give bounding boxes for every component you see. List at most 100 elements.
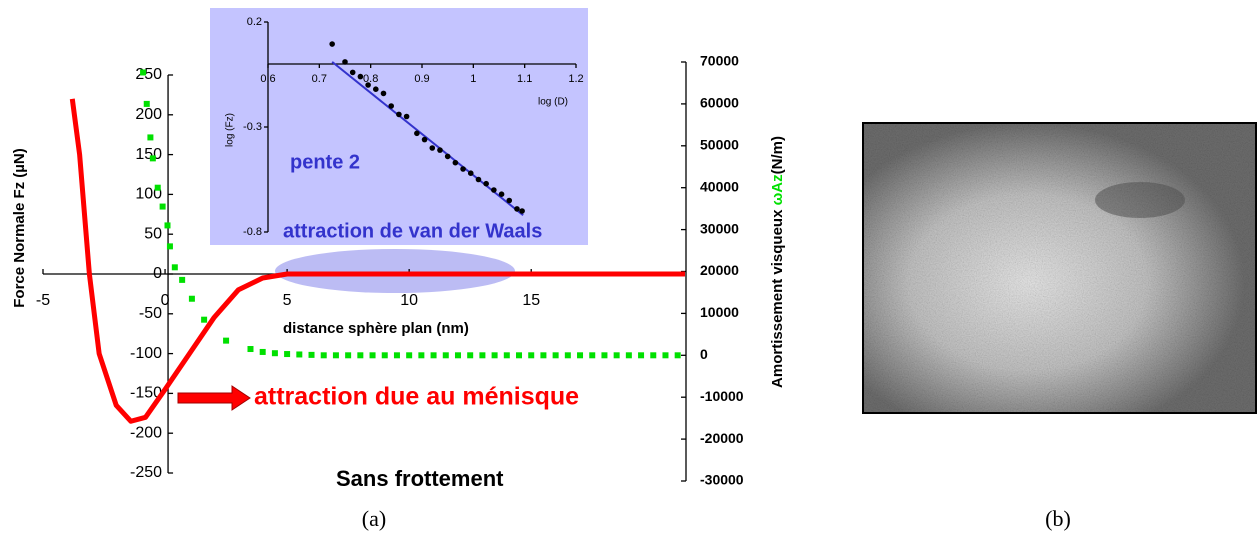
damping-point bbox=[271, 350, 278, 357]
inset-x-label: log (D) bbox=[538, 97, 568, 108]
inset-point bbox=[373, 86, 379, 92]
inset-x-tick-label: 0.6 bbox=[260, 73, 275, 85]
inset-x-tick-label: 1.1 bbox=[517, 73, 532, 85]
damping-point bbox=[140, 69, 147, 76]
inset-y-tick-label: 0.2 bbox=[247, 16, 262, 28]
damping-point bbox=[650, 352, 657, 359]
y-tick-label: -100 bbox=[130, 345, 162, 362]
damping-point bbox=[638, 352, 645, 359]
inset-point bbox=[403, 113, 410, 120]
inset-point bbox=[483, 180, 489, 187]
damping-point bbox=[188, 295, 195, 302]
annotation: attraction de van der Waals bbox=[283, 220, 542, 242]
damping-point bbox=[247, 346, 254, 353]
inset-point bbox=[460, 166, 466, 172]
y2-tick-label: -30000 bbox=[700, 472, 744, 488]
damping-point bbox=[147, 134, 154, 141]
inset-background bbox=[210, 8, 588, 245]
annotation: pente 2 bbox=[290, 151, 360, 173]
caption: (a) bbox=[362, 506, 386, 531]
y-tick-label: -50 bbox=[139, 305, 162, 322]
annotation: Sans frottement bbox=[336, 466, 504, 491]
damping-point bbox=[259, 348, 266, 355]
damping-point bbox=[540, 352, 547, 359]
y-tick-label: -200 bbox=[130, 424, 162, 441]
y-tick-label: -250 bbox=[130, 464, 162, 481]
damping-point bbox=[166, 243, 173, 250]
y2-tick-label: 60000 bbox=[700, 95, 739, 111]
x-tick-label: 15 bbox=[522, 292, 540, 309]
damping-point bbox=[674, 352, 681, 359]
damping-point bbox=[564, 352, 571, 359]
damping-point bbox=[154, 184, 161, 191]
x-tick-label: -5 bbox=[36, 292, 50, 309]
damping-point bbox=[625, 352, 632, 359]
inset-point bbox=[444, 153, 451, 160]
y-tick-label: 150 bbox=[135, 146, 162, 163]
damping-point bbox=[296, 351, 303, 358]
damping-point bbox=[528, 352, 535, 359]
damping-point bbox=[369, 352, 376, 359]
highlight-ellipse bbox=[275, 249, 515, 293]
damping-point bbox=[406, 352, 413, 359]
inset-x-tick-label: 1.2 bbox=[568, 73, 583, 85]
damping-point bbox=[613, 352, 620, 359]
inset-point bbox=[437, 147, 443, 153]
damping-point bbox=[332, 352, 339, 359]
damping-point bbox=[320, 352, 327, 359]
inset-x-tick-label: 0.9 bbox=[414, 73, 429, 85]
inset-point bbox=[342, 59, 348, 65]
damping-point bbox=[503, 352, 510, 359]
inset-point bbox=[414, 130, 420, 137]
damping-point bbox=[467, 352, 474, 359]
y-tick-label: 250 bbox=[135, 66, 162, 83]
inset-point bbox=[429, 145, 436, 151]
damping-point bbox=[345, 352, 352, 359]
inset-point bbox=[380, 90, 387, 97]
damping-point bbox=[589, 352, 596, 359]
y-tick-label: 0 bbox=[153, 265, 162, 282]
damping-point bbox=[171, 264, 178, 271]
inset-point bbox=[475, 176, 482, 183]
damping-point bbox=[308, 351, 315, 358]
inset-point bbox=[514, 206, 520, 212]
arrow bbox=[177, 385, 251, 411]
inset-point bbox=[506, 197, 513, 204]
y2-tick-label: 10000 bbox=[700, 304, 739, 320]
damping-point bbox=[430, 352, 437, 359]
inset-point bbox=[365, 82, 371, 88]
micrograph bbox=[862, 122, 1257, 414]
inset-point bbox=[491, 187, 497, 193]
y-tick-label: 50 bbox=[144, 225, 162, 242]
inset-point bbox=[519, 208, 525, 214]
damping-point bbox=[149, 155, 156, 162]
inset-point bbox=[452, 159, 459, 166]
damping-point bbox=[418, 352, 425, 359]
damping-point bbox=[284, 351, 291, 358]
y2-tick-label: -20000 bbox=[700, 430, 744, 446]
damping-point bbox=[516, 352, 523, 359]
x-tick-label: 5 bbox=[283, 292, 292, 309]
damping-point bbox=[442, 352, 449, 359]
y2-tick-label: -10000 bbox=[700, 388, 744, 404]
damping-point bbox=[143, 100, 150, 107]
y2-label-part: (N/m) bbox=[769, 136, 786, 174]
y2-tick-label: 50000 bbox=[700, 137, 739, 153]
damping-point bbox=[164, 222, 171, 229]
damping-point bbox=[201, 316, 208, 323]
x-tick-label: 0 bbox=[161, 292, 170, 309]
inset-point bbox=[329, 41, 335, 47]
damping-point bbox=[179, 276, 186, 283]
image-noise bbox=[863, 123, 1256, 413]
damping-point bbox=[601, 352, 608, 359]
inset-point bbox=[357, 73, 364, 80]
inset-x-tick-label: 0.8 bbox=[363, 73, 378, 85]
inset-y-label: log (Fz) bbox=[225, 113, 236, 147]
damping-point bbox=[479, 352, 486, 359]
damping-point bbox=[454, 352, 461, 359]
inset-point bbox=[396, 111, 402, 118]
inset-x-tick-label: 1 bbox=[470, 73, 476, 85]
inset-point bbox=[349, 69, 356, 76]
damping-point bbox=[552, 352, 559, 359]
